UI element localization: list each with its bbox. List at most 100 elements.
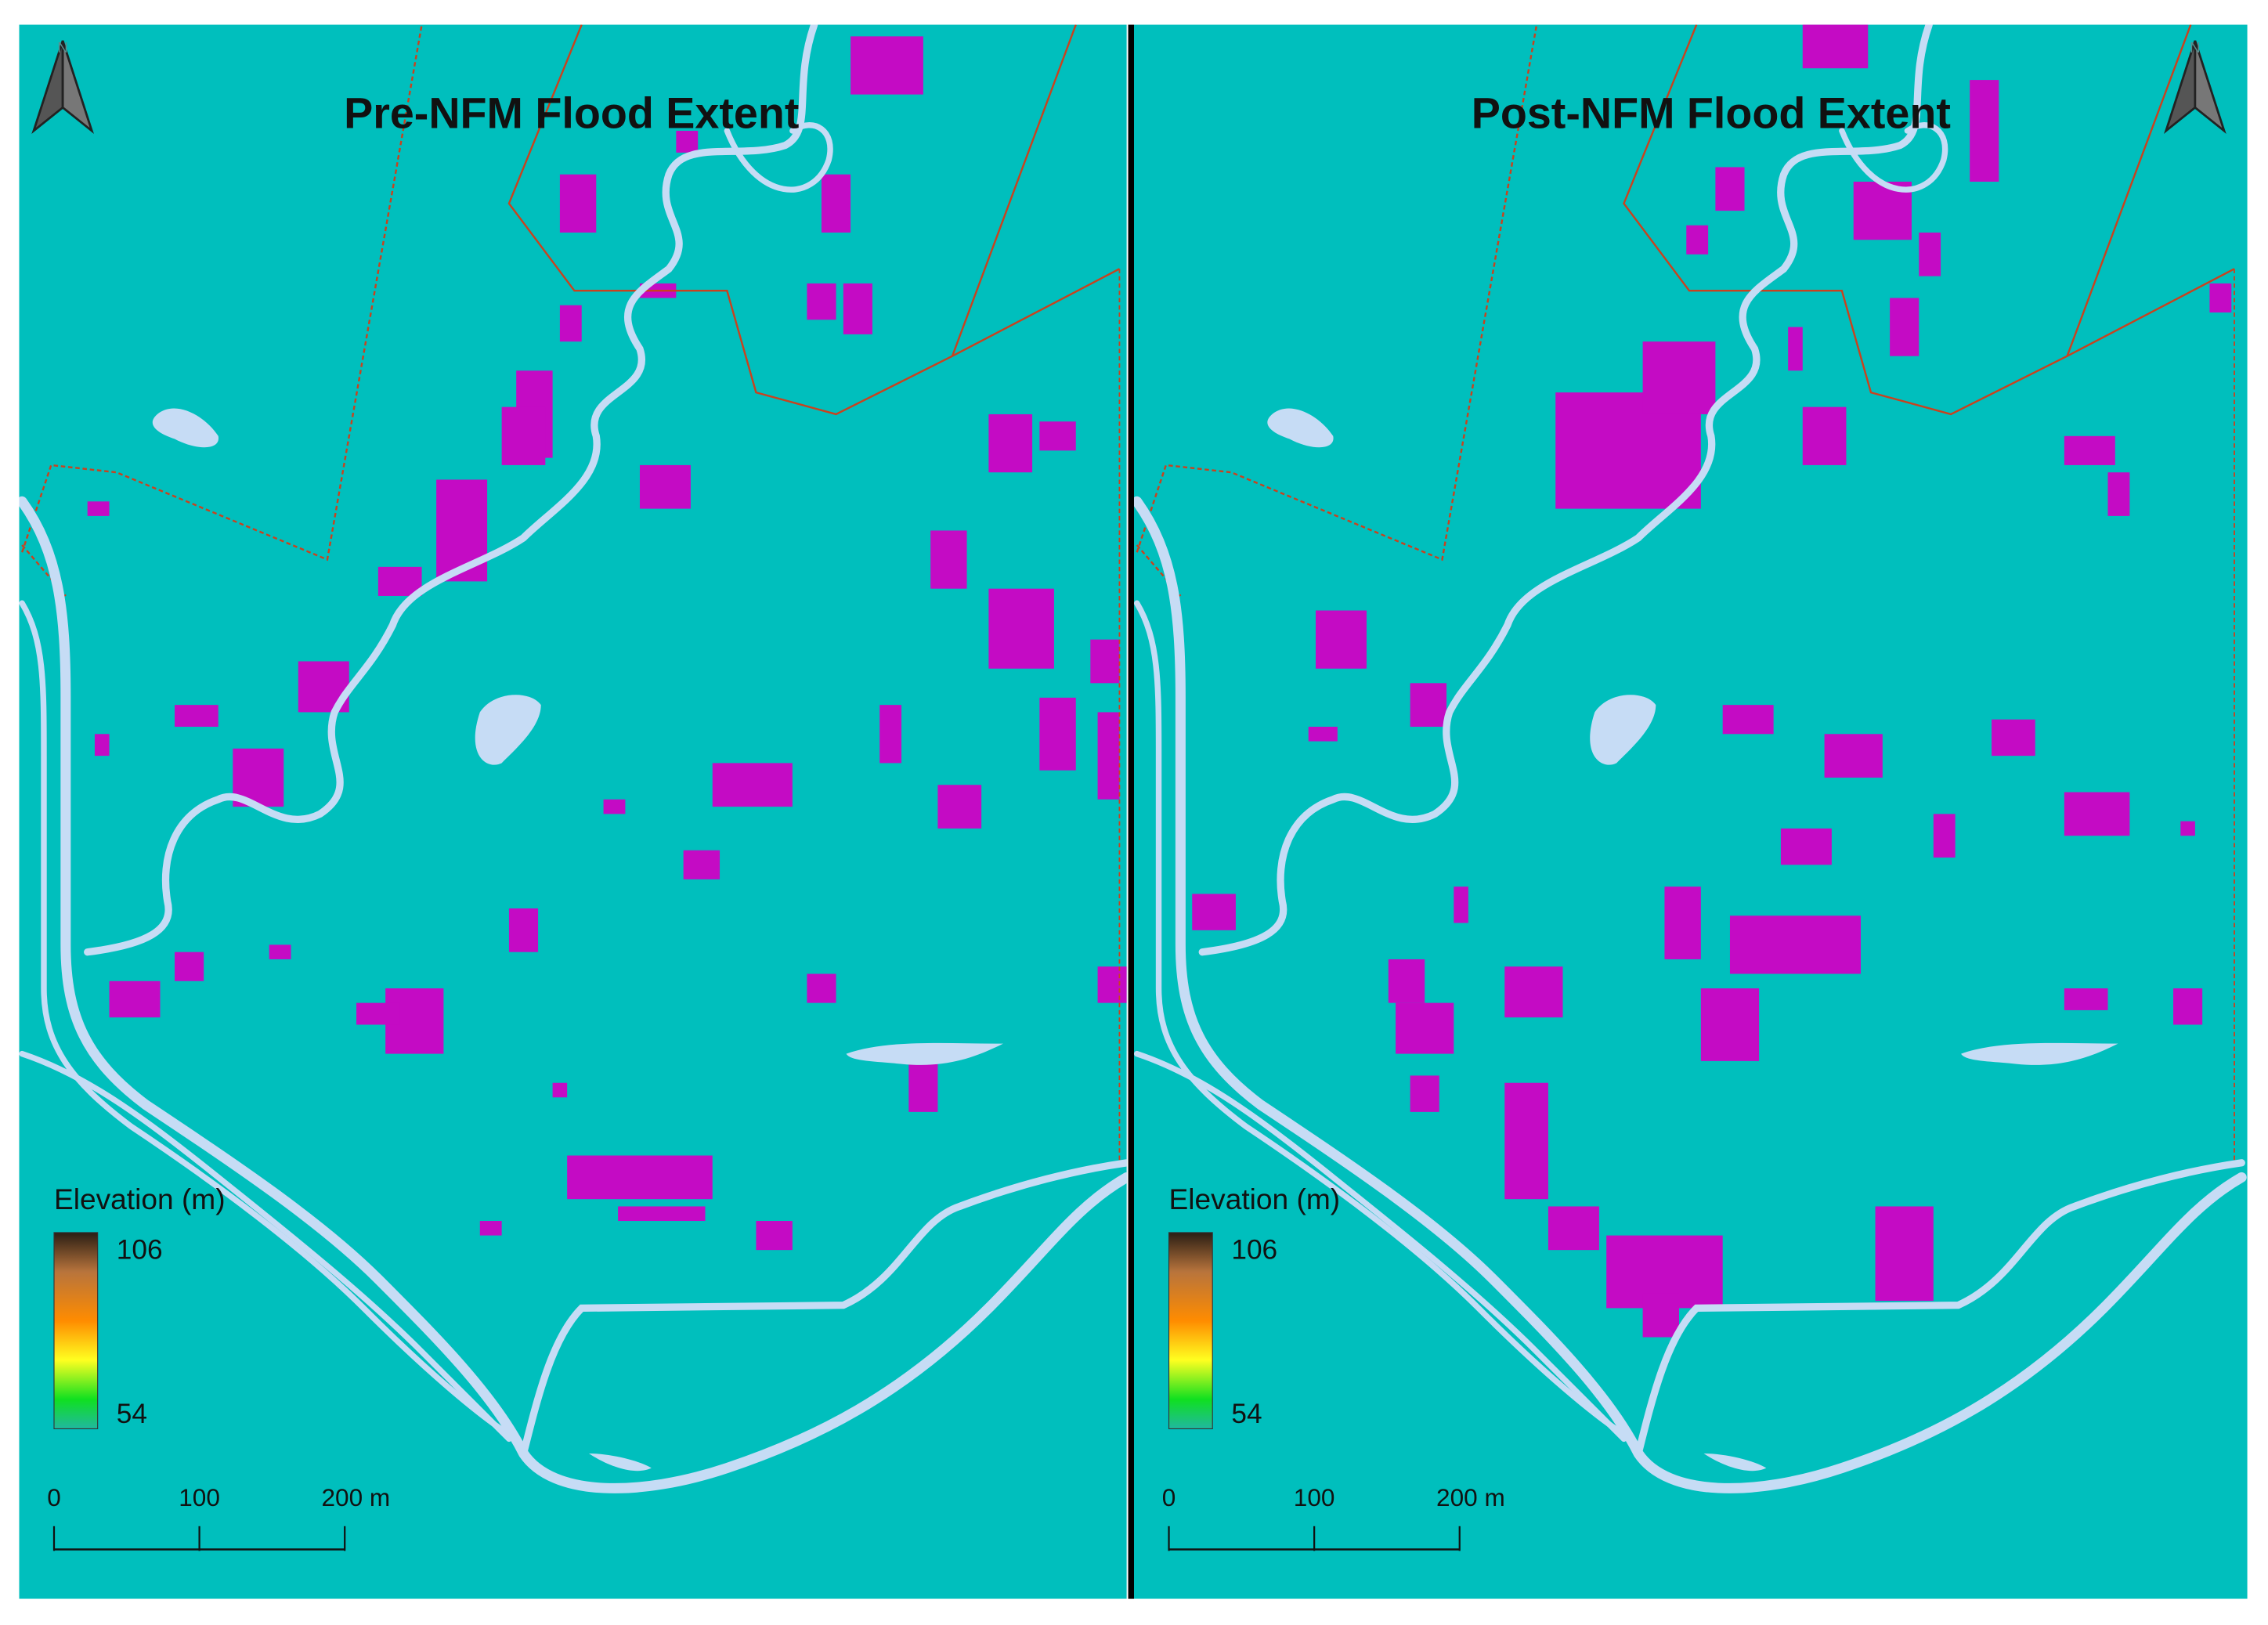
flood-cell xyxy=(1090,639,1120,684)
flood-cell xyxy=(821,174,851,233)
flood-cell xyxy=(1039,421,1076,451)
north-label: N xyxy=(2190,39,2200,56)
scale-label: 200 m xyxy=(1436,1483,1505,1511)
map-panels: Pre-NFM Flood Extent N Elevation (m) 106 54 0… xyxy=(19,24,2248,1599)
scale-label: 0 xyxy=(1162,1483,1176,1511)
flood-cell xyxy=(2209,283,2232,313)
flood-cell xyxy=(807,283,836,320)
legend-color-bar xyxy=(1168,1232,1213,1429)
flood-cell xyxy=(2064,988,2108,1010)
flood-cell xyxy=(1788,327,1803,371)
map-panel: Post-NFM Flood Extent N Elevation (m) 106 54… xyxy=(1134,24,2248,1599)
flood-cell xyxy=(356,1002,400,1025)
flood-cell xyxy=(1039,697,1076,771)
flood-cell xyxy=(930,530,967,589)
flood-cell xyxy=(87,501,110,516)
legend-min: 54 xyxy=(117,1399,147,1429)
flood-cell xyxy=(1315,610,1367,669)
flood-cell xyxy=(1388,959,1425,1003)
map-panel: Pre-NFM Flood Extent N Elevation (m) 106 54 0… xyxy=(19,24,1127,1599)
flood-cell xyxy=(1824,734,1883,778)
flood-cell xyxy=(1919,232,1941,276)
flood-cell xyxy=(109,980,161,1018)
flood-cell xyxy=(1970,80,1999,182)
flood-cell xyxy=(2064,435,2115,465)
flood-cell xyxy=(879,705,902,764)
north-label: N xyxy=(57,39,67,56)
flood-cell xyxy=(1504,966,1563,1018)
flood-cell xyxy=(508,908,539,952)
flood-cell xyxy=(1933,814,1956,858)
flood-cell xyxy=(567,1155,713,1200)
flood-cell xyxy=(1686,225,1709,255)
flood-cell xyxy=(1548,1206,1599,1251)
flood-cell xyxy=(850,36,923,95)
flood-cell xyxy=(1097,712,1120,800)
flood-cell xyxy=(559,305,582,342)
flood-cell xyxy=(559,174,597,233)
panel-title: Pre-NFM Flood Extent xyxy=(344,88,799,137)
scale-label: 200 m xyxy=(321,1483,390,1511)
flood-cell xyxy=(988,588,1054,669)
flood-cell xyxy=(1642,1293,1679,1338)
legend-title: Elevation (m) xyxy=(1169,1183,1341,1215)
north-arrow xyxy=(2194,40,2226,135)
flood-cell xyxy=(479,1221,502,1236)
flood-cell xyxy=(712,763,793,807)
flood-cell xyxy=(1992,719,2035,757)
flood-cell xyxy=(843,283,872,334)
legend-min: 54 xyxy=(1231,1399,1262,1429)
scale-label: 0 xyxy=(47,1483,61,1511)
flood-cell xyxy=(1308,726,1338,742)
north-arrow xyxy=(61,40,94,135)
legend-color-bar xyxy=(53,1232,99,1429)
flood-cell xyxy=(2180,821,2195,836)
flood-cell xyxy=(1890,298,1919,356)
flood-cell xyxy=(1410,683,1447,727)
flood-cell xyxy=(1715,167,1745,211)
flood-cell xyxy=(807,973,836,1003)
scale-label: 100 xyxy=(1294,1483,1335,1511)
flood-cell xyxy=(1802,24,1869,69)
flood-cell xyxy=(2107,472,2130,516)
map-area xyxy=(1134,24,2248,1599)
legend-title: Elevation (m) xyxy=(54,1183,226,1215)
flood-cell xyxy=(2173,988,2203,1025)
flood-cell xyxy=(2064,792,2130,836)
panel-title: Post-NFM Flood Extent xyxy=(1472,88,1951,137)
flood-cell xyxy=(756,1221,793,1251)
flood-cell xyxy=(175,705,218,727)
flood-cell xyxy=(1192,894,1236,930)
flood-cell xyxy=(988,413,1033,473)
flood-cell xyxy=(1664,887,1701,959)
flood-cell xyxy=(1642,341,1716,414)
flood-cell xyxy=(1410,1075,1439,1112)
flood-cell xyxy=(937,785,982,829)
flood-cell xyxy=(676,131,699,153)
flood-cell xyxy=(639,464,691,509)
flood-cell xyxy=(1396,1002,1454,1054)
flood-cell xyxy=(269,944,291,959)
flood-cell xyxy=(1097,966,1127,1003)
flood-cell xyxy=(683,850,720,879)
scale-label: 100 xyxy=(179,1483,220,1511)
flood-cell xyxy=(603,799,626,814)
map-area xyxy=(19,24,1127,1599)
flood-cell xyxy=(1504,1082,1548,1200)
flood-cell xyxy=(1875,1206,1934,1302)
flood-cell xyxy=(1780,828,1832,865)
flood-cell xyxy=(618,1206,706,1222)
legend-max: 106 xyxy=(1231,1234,1277,1265)
legend-max: 106 xyxy=(117,1234,163,1265)
flood-cell xyxy=(552,1082,568,1098)
flood-cell xyxy=(377,566,422,596)
map-background xyxy=(1134,24,2248,1599)
flood-cell xyxy=(1454,887,1468,923)
flood-cell xyxy=(1802,406,1847,465)
flood-cell xyxy=(175,952,204,981)
flood-cell xyxy=(1722,705,1774,735)
flood-cell xyxy=(1700,988,1760,1061)
flood-cell xyxy=(94,734,110,757)
